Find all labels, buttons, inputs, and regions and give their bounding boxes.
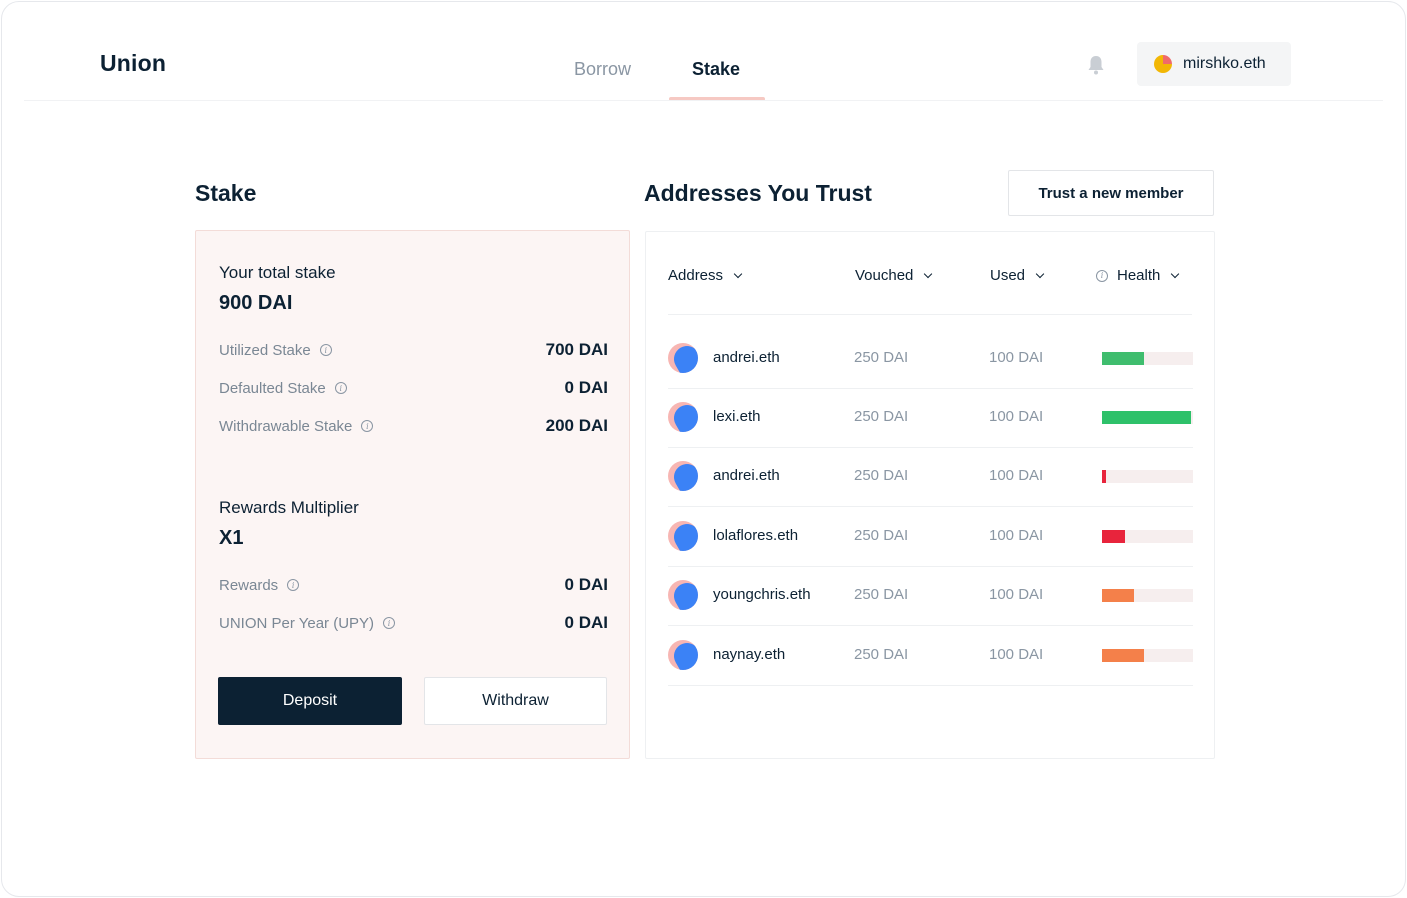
- column-header-health[interactable]: i Health: [1096, 267, 1180, 284]
- rewards-multiplier-value: X1: [219, 527, 244, 549]
- stat-label: Defaulted Stake: [219, 379, 326, 397]
- member-avatar: [668, 580, 698, 610]
- health-bar: [1102, 470, 1193, 483]
- trust-section-title: Addresses You Trust: [644, 180, 872, 206]
- stat-value: 700 DAI: [545, 340, 608, 359]
- stat-value: 200 DAI: [545, 416, 608, 435]
- table-header-divider: [668, 314, 1192, 315]
- stat-label: UNION Per Year (UPY): [219, 614, 375, 632]
- stat-row-utilized: Utilized Stake i 700 DAI: [219, 340, 608, 360]
- member-address: lexi.eth: [713, 408, 761, 425]
- health-bar: [1102, 649, 1193, 662]
- top-header: Union Borrow Stake mirshko.eth: [2, 2, 1405, 102]
- account-button[interactable]: mirshko.eth: [1137, 42, 1291, 86]
- used-amount: 100 DAI: [989, 586, 1044, 603]
- stat-row-withdrawable: Withdrawable Stake i 200 DAI: [219, 416, 608, 436]
- tab-stake[interactable]: Stake: [692, 59, 741, 79]
- health-bar: [1102, 589, 1193, 602]
- stake-section-title: Stake: [195, 180, 257, 206]
- info-icon[interactable]: i: [383, 617, 396, 629]
- stat-value: 0 DAI: [564, 378, 608, 397]
- column-header-label: Address: [668, 267, 724, 284]
- used-amount: 100 DAI: [989, 527, 1044, 544]
- stat-value: 0 DAI: [564, 575, 608, 594]
- column-header-address[interactable]: Address: [668, 267, 743, 284]
- bell-icon[interactable]: [1086, 54, 1106, 76]
- trust-table: Address Vouched Used i Health andrei.eth…: [645, 231, 1215, 759]
- table-row[interactable]: andrei.eth 250 DAI 100 DAI: [668, 448, 1193, 507]
- deposit-button[interactable]: Deposit: [218, 677, 402, 725]
- stat-value: 0 DAI: [564, 613, 608, 632]
- table-row[interactable]: youngchris.eth 250 DAI 100 DAI: [668, 567, 1193, 626]
- member-avatar: [668, 343, 698, 373]
- avatar-pie-icon: [1154, 55, 1172, 73]
- column-header-used[interactable]: Used: [990, 267, 1045, 284]
- info-icon[interactable]: i: [361, 420, 374, 432]
- total-stake-label: Your total stake: [219, 263, 336, 282]
- used-amount: 100 DAI: [989, 349, 1044, 366]
- member-address: youngchris.eth: [713, 586, 811, 603]
- chevron-down-icon: [733, 269, 743, 278]
- column-header-label: Vouched: [855, 267, 914, 284]
- rewards-multiplier-label: Rewards Multiplier: [219, 498, 359, 517]
- stat-row-upy: UNION Per Year (UPY) i 0 DAI: [219, 613, 608, 633]
- stat-label: Rewards: [219, 576, 279, 594]
- member-address: andrei.eth: [713, 467, 780, 484]
- active-tab-indicator: [669, 97, 765, 101]
- stat-label: Withdrawable Stake: [219, 417, 353, 435]
- vouched-amount: 250 DAI: [854, 586, 909, 603]
- chevron-down-icon: [924, 269, 933, 278]
- health-bar-fill: [1102, 352, 1144, 365]
- stake-panel: Your total stake 900 DAI Utilized Stake …: [195, 230, 630, 759]
- vouched-amount: 250 DAI: [854, 467, 909, 484]
- total-stake-value: 900 DAI: [219, 292, 293, 314]
- health-bar: [1102, 530, 1193, 543]
- member-address: andrei.eth: [713, 349, 780, 366]
- table-row[interactable]: andrei.eth 250 DAI 100 DAI: [668, 330, 1193, 389]
- trust-new-member-button[interactable]: Trust a new member: [1008, 170, 1214, 216]
- health-bar-fill: [1102, 530, 1125, 543]
- chevron-down-icon: [1035, 269, 1045, 278]
- stat-label: Utilized Stake: [219, 341, 311, 359]
- used-amount: 100 DAI: [989, 646, 1044, 663]
- info-icon[interactable]: i: [287, 579, 300, 591]
- used-amount: 100 DAI: [989, 408, 1044, 425]
- info-icon[interactable]: i: [1096, 269, 1108, 282]
- info-icon[interactable]: i: [334, 382, 347, 394]
- used-amount: 100 DAI: [989, 467, 1044, 484]
- health-bar: [1102, 352, 1193, 365]
- member-avatar: [668, 402, 698, 432]
- member-avatar: [668, 461, 698, 491]
- header-divider: [24, 100, 1383, 101]
- table-row[interactable]: lolaflores.eth 250 DAI 100 DAI: [668, 508, 1193, 567]
- vouched-amount: 250 DAI: [854, 408, 909, 425]
- tab-borrow[interactable]: Borrow: [574, 59, 632, 79]
- health-bar-fill: [1102, 589, 1134, 602]
- member-address: naynay.eth: [713, 646, 786, 663]
- column-header-vouched[interactable]: Vouched: [855, 267, 933, 284]
- vouched-amount: 250 DAI: [854, 646, 909, 663]
- union-logo[interactable]: Union: [100, 50, 167, 76]
- column-header-label: Used: [990, 267, 1026, 284]
- health-bar: [1102, 411, 1193, 424]
- stat-row-rewards: Rewards i 0 DAI: [219, 575, 608, 595]
- column-header-label: Health: [1117, 267, 1161, 284]
- withdraw-button[interactable]: Withdraw: [424, 677, 607, 725]
- member-avatar: [668, 640, 698, 670]
- health-bar-fill: [1102, 649, 1144, 662]
- vouched-amount: 250 DAI: [854, 349, 909, 366]
- vouched-amount: 250 DAI: [854, 527, 909, 544]
- member-avatar: [668, 521, 698, 551]
- table-row[interactable]: lexi.eth 250 DAI 100 DAI: [668, 389, 1193, 448]
- info-icon[interactable]: i: [319, 344, 332, 356]
- health-bar-fill: [1102, 411, 1192, 424]
- member-address: lolaflores.eth: [713, 527, 799, 544]
- table-row[interactable]: naynay.eth 250 DAI 100 DAI: [668, 627, 1193, 686]
- health-bar-fill: [1102, 470, 1106, 483]
- account-label: mirshko.eth: [1183, 55, 1266, 72]
- stat-row-defaulted: Defaulted Stake i 0 DAI: [219, 378, 608, 398]
- chevron-down-icon: [1171, 269, 1180, 278]
